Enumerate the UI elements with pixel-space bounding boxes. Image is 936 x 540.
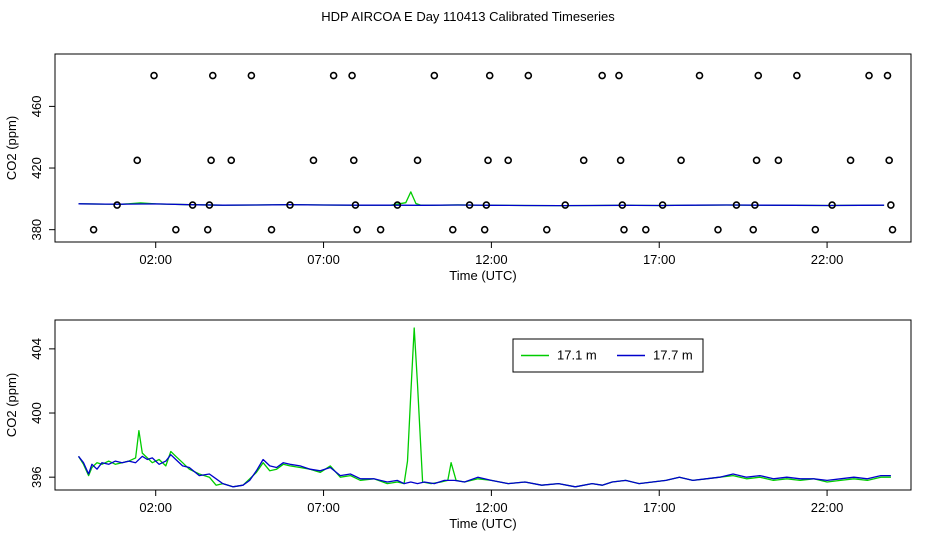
y-axis-label: CO2 (ppm)	[4, 373, 19, 437]
calibration-point	[615, 71, 623, 80]
x-tick-label: 07:00	[307, 252, 340, 267]
calibration-point	[887, 201, 895, 209]
x-axis-label: Time (UTC)	[449, 516, 516, 531]
x-tick-label: 22:00	[811, 500, 844, 515]
x-tick-label: 02:00	[139, 500, 172, 515]
calibration-point	[286, 201, 294, 209]
calibration-point	[150, 71, 158, 80]
legend-entry-label: 17.7 m	[653, 348, 693, 363]
calibration-point	[448, 225, 457, 234]
calibration-point	[348, 71, 356, 80]
y-tick-label: 460	[29, 96, 44, 118]
y-tick-label: 380	[29, 219, 44, 241]
calibration-point	[485, 71, 494, 80]
calibration-point	[188, 201, 197, 209]
calibration-point	[616, 156, 625, 165]
calibration-point	[598, 71, 606, 80]
x-axis-label: Time (UTC)	[449, 268, 516, 283]
series-line	[77, 454, 891, 488]
calibration-point	[504, 156, 512, 165]
calibration-point	[430, 71, 439, 80]
calibration-point	[865, 71, 873, 80]
calibration-point	[732, 201, 741, 209]
calibration-point	[484, 156, 492, 165]
calibration-point	[465, 201, 474, 209]
calibration-point	[413, 156, 422, 165]
y-axis-label: CO2 (ppm)	[4, 116, 19, 180]
plot-frame	[54, 319, 912, 491]
calibration-point	[376, 225, 385, 234]
series-line	[78, 191, 885, 207]
calibration-point	[542, 225, 551, 234]
calibration-point	[620, 225, 628, 234]
x-tick-label: 17:00	[643, 500, 676, 515]
y-tick-label: 400	[29, 402, 44, 424]
x-tick-label: 22:00	[811, 252, 844, 267]
calibration-point	[203, 225, 212, 234]
y-tick-label: 404	[29, 338, 44, 360]
calibrated-timeseries-panel: 02:00 07:00 12:00 17:00 22:00 380 420 460 Time (…	[4, 53, 912, 283]
calibration-point	[754, 71, 763, 80]
calibration-point	[811, 225, 820, 234]
series-line	[77, 327, 891, 488]
x-tick-label: 07:00	[307, 500, 340, 515]
calibration-point	[642, 225, 650, 234]
calibration-point	[695, 71, 704, 80]
x-tick-label: 12:00	[475, 252, 508, 267]
calibration-point	[883, 71, 892, 80]
calibration-point	[524, 71, 533, 80]
calibration-point	[751, 201, 759, 209]
calibration-point	[828, 201, 836, 209]
x-tick-label: 12:00	[475, 500, 508, 515]
calibration-point	[482, 201, 491, 209]
calibration-point	[714, 225, 722, 234]
calibration-point	[888, 225, 897, 234]
legend: 17.1 m 17.7 m	[512, 338, 704, 373]
calibration-point	[353, 225, 361, 234]
calibration-point	[227, 156, 236, 165]
x-tick-label: 17:00	[643, 252, 676, 267]
calibration-point	[329, 71, 338, 80]
calibration-point	[480, 225, 489, 234]
calibration-point	[205, 201, 214, 209]
page-title: HDP AIRCOA E Day 110413 Calibrated Times…	[321, 9, 615, 24]
calibration-point	[349, 156, 358, 165]
calibration-point	[247, 71, 256, 80]
calibration-point	[133, 156, 142, 165]
calibration-point	[351, 201, 360, 209]
calibration-point	[677, 156, 685, 165]
legend-entry-label: 17.1 m	[557, 348, 597, 363]
x-tick-label: 02:00	[139, 252, 172, 267]
calibration-point	[207, 156, 215, 165]
calibration-point	[752, 156, 761, 165]
calibration-point	[89, 225, 98, 234]
calibration-point	[393, 201, 402, 209]
calibration-point	[885, 156, 893, 165]
y-tick-label: 396	[29, 466, 44, 488]
calibration-point	[309, 156, 318, 165]
calibration-point	[267, 225, 276, 234]
calibration-point	[113, 201, 121, 209]
series-line	[78, 203, 885, 207]
calibration-point	[208, 71, 217, 80]
y-tick-label: 420	[29, 157, 44, 179]
calibration-point	[579, 156, 588, 165]
calibration-point	[658, 201, 667, 209]
calibration-point	[846, 156, 855, 165]
zoomed-timeseries-panel: 02:00 07:00 12:00 17:00 22:00 396 400 404 Time (…	[4, 319, 912, 531]
calibration-point	[793, 71, 801, 80]
calibration-point	[774, 156, 783, 165]
calibration-point	[561, 201, 570, 209]
plot-frame	[54, 53, 912, 243]
calibration-point	[618, 201, 627, 209]
calibration-point	[749, 225, 758, 234]
calibration-point	[172, 225, 180, 234]
